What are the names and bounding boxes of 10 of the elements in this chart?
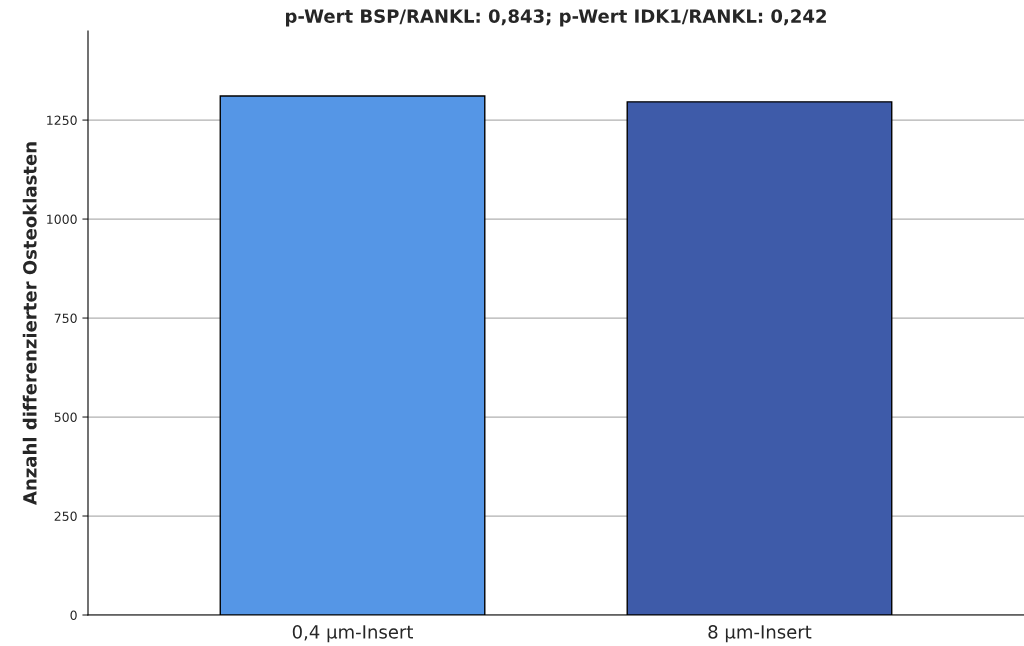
y-tick-label: 750	[54, 313, 77, 323]
y-tick-label: 500	[54, 412, 77, 422]
chart-title: p-Wert BSP/RANKL: 0,843; p-Wert IDK1/RANKL: 0,242	[286, 9, 826, 27]
y-tick-label: 1000	[47, 214, 77, 224]
y-axis-title: Anzahl differenzierter Osteoklasten	[22, 142, 37, 505]
y-tick-label: 250	[54, 511, 77, 521]
y-tick-label: 0	[70, 610, 77, 620]
x-tick-label: 0,4 µm-Insert	[292, 625, 414, 643]
x-tick-label: 8 µm-Insert	[708, 625, 812, 643]
y-tick-label: 1250	[47, 115, 77, 126]
